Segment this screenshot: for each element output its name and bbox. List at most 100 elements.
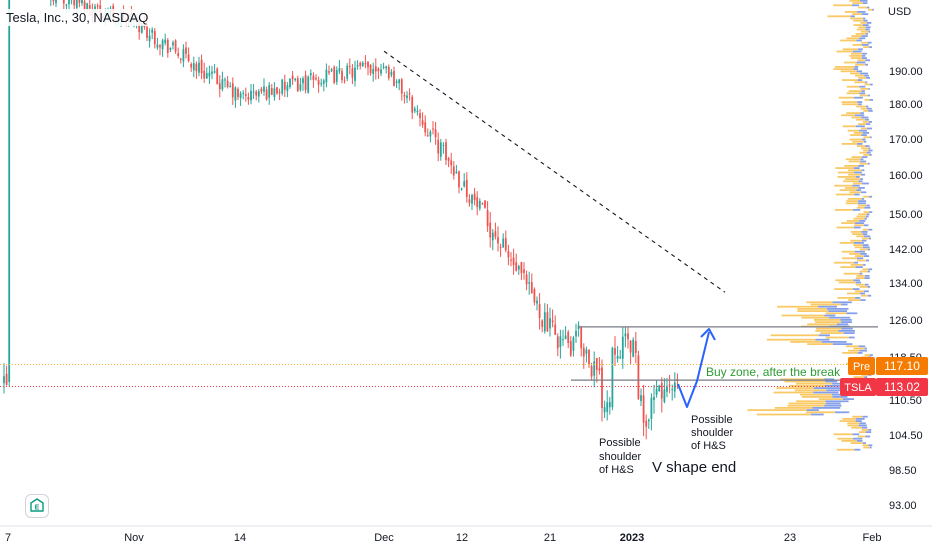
candle-body xyxy=(208,72,211,77)
volume-bar-up xyxy=(863,46,870,48)
volume-bar-up xyxy=(841,101,858,103)
candle-body xyxy=(237,88,239,98)
volume-bar-down xyxy=(868,237,871,240)
volume-bar-up xyxy=(781,314,825,317)
volume-bar-up xyxy=(841,114,855,117)
candles xyxy=(3,0,679,440)
volume-bar-down xyxy=(861,44,869,46)
volume-bar-down xyxy=(860,299,866,301)
volume-bar-up xyxy=(849,191,861,194)
candle-body xyxy=(538,304,541,318)
volume-bar-down xyxy=(853,96,863,99)
time-axis: 7 Nov 14 Dec 12 21 2023 23 Feb xyxy=(5,532,882,544)
volume-bar-down xyxy=(857,79,863,81)
candle-body xyxy=(166,39,169,53)
candle-body xyxy=(62,0,65,4)
candle-body xyxy=(226,80,229,88)
volume-bar-up xyxy=(840,39,857,42)
candle-body xyxy=(367,61,369,68)
tradingview-logo[interactable]: E xyxy=(26,495,48,517)
volume-bar-up xyxy=(836,448,855,451)
volume-bar-down xyxy=(841,327,853,330)
candle-body xyxy=(153,31,156,45)
candle-body xyxy=(595,357,598,370)
volume-bar-up xyxy=(842,257,857,260)
volume-bar-down xyxy=(862,2,868,4)
candle-body xyxy=(252,91,255,93)
volume-bar-down xyxy=(853,68,859,70)
volume-bar-down xyxy=(843,332,855,334)
svg-text:E: E xyxy=(35,505,40,512)
volume-bar-down xyxy=(821,341,847,343)
candle-body xyxy=(627,333,629,340)
volume-bar-down xyxy=(863,264,866,266)
volume-bar-down xyxy=(806,409,819,411)
volume-bar-up xyxy=(852,182,863,185)
volume-bar-down xyxy=(858,200,867,202)
last-badge-label: TSLA xyxy=(844,382,872,394)
trendline[interactable] xyxy=(383,50,726,293)
volume-bar-up xyxy=(853,217,865,220)
price-tick-label: 190.00 xyxy=(889,66,923,78)
volume-bar-up xyxy=(801,316,830,319)
candle-body xyxy=(499,247,502,249)
candle-body xyxy=(172,42,174,46)
volume-bar-down xyxy=(862,52,867,55)
candle-body xyxy=(52,0,55,2)
volume-bar-up xyxy=(859,162,868,165)
candle-body xyxy=(198,62,200,73)
volume-bar-down xyxy=(861,138,866,141)
candle-body xyxy=(390,71,393,76)
volume-bar-down xyxy=(826,389,847,392)
volume-bar-up xyxy=(856,28,866,31)
volume-bar-up xyxy=(853,376,865,378)
volume-bar-up xyxy=(852,13,862,15)
candle-body xyxy=(257,91,260,97)
candle-body xyxy=(520,262,523,274)
price-tick-label: 170.00 xyxy=(889,134,923,146)
candle-body xyxy=(606,402,609,412)
volume-bar-up xyxy=(776,387,814,389)
volume-bar-down xyxy=(824,404,842,407)
volume-bar-up xyxy=(841,250,855,253)
candle-body xyxy=(151,29,154,33)
volume-bar-down xyxy=(863,290,869,293)
candle-body xyxy=(634,341,637,353)
volume-bar-down xyxy=(838,330,855,332)
volume-bar-down xyxy=(862,17,866,20)
volume-bar-up xyxy=(842,125,856,128)
candle-body xyxy=(356,65,359,67)
price-tick-label: 142.00 xyxy=(889,244,923,256)
volume-bar-down xyxy=(861,13,869,15)
volume-bar-down xyxy=(868,268,873,271)
projection-arrow[interactable] xyxy=(677,331,710,408)
volume-bar-down xyxy=(859,0,868,2)
volume-bar-up xyxy=(860,107,867,110)
candle-body xyxy=(655,388,658,395)
volume-bar-up xyxy=(834,288,853,290)
volume-bar-down xyxy=(860,72,868,75)
candle-body xyxy=(377,68,380,72)
candle-body xyxy=(507,251,510,258)
volume-bar-down xyxy=(861,231,868,233)
volume-bar-up xyxy=(784,380,826,383)
candle-body xyxy=(413,108,416,112)
volume-bar-down xyxy=(868,444,873,447)
volume-bar-up xyxy=(797,310,829,312)
volume-bar-up xyxy=(855,118,865,121)
volume-bar-down xyxy=(856,39,862,42)
volume-bar-up xyxy=(854,290,864,293)
volume-bar-up xyxy=(841,79,858,81)
candle-body xyxy=(216,68,219,85)
candle-body xyxy=(642,395,645,423)
volume-bar-up xyxy=(861,237,869,240)
volume-bar-down xyxy=(859,422,866,425)
shoulder-left-line-1: Possible xyxy=(599,437,641,449)
volume-bar-down xyxy=(841,303,848,306)
candle-body xyxy=(525,274,528,285)
candle-body xyxy=(478,200,481,209)
volume-bar-up xyxy=(847,422,860,425)
candle-body xyxy=(242,92,245,94)
candle-body xyxy=(328,71,330,73)
